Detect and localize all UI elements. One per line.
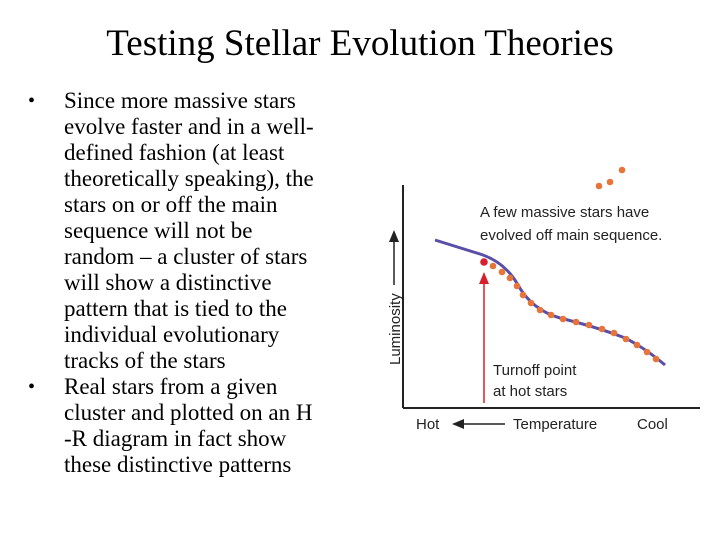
bullet-line: sequence will not be bbox=[64, 218, 253, 243]
bullet-line: pattern that is tied to the bbox=[64, 296, 287, 321]
x-label-temperature: Temperature bbox=[513, 416, 597, 433]
annotation-top-line-1: A few massive stars have bbox=[480, 204, 649, 221]
evolved-star-dot bbox=[618, 166, 626, 174]
y-axis-label: Luminosity bbox=[387, 293, 404, 365]
bullet-line: will show a distinctive bbox=[64, 270, 272, 295]
bullet-line: tracks of the stars bbox=[64, 348, 226, 373]
star-dot bbox=[643, 348, 651, 356]
annotation-top-line-2: evolved off main sequence. bbox=[480, 227, 662, 244]
annotation-turnoff-line-2: at hot stars bbox=[493, 383, 567, 400]
annotation-turnoff-line-1: Turnoff point bbox=[493, 362, 577, 379]
bullet-line: defined fashion (at least bbox=[64, 140, 285, 165]
x-label-cool: Cool bbox=[637, 416, 668, 433]
bullet-line: -R diagram in fact show bbox=[64, 426, 287, 451]
x-label-hot: Hot bbox=[416, 416, 440, 433]
star-dot bbox=[633, 341, 641, 349]
bullet-line: evolve faster and in a well- bbox=[64, 114, 314, 139]
star-dot bbox=[519, 291, 527, 299]
temperature-arrowhead-icon bbox=[452, 419, 464, 429]
star-dot bbox=[489, 262, 497, 270]
bullet-line: stars on or off the main bbox=[64, 192, 278, 217]
slide-title: Testing Stellar Evolution Theories bbox=[106, 23, 614, 64]
evolved-star-dot bbox=[595, 182, 603, 190]
bullet-line: individual evolutionary bbox=[64, 322, 280, 347]
star-dot bbox=[536, 306, 544, 314]
star-dot bbox=[652, 355, 660, 363]
bullet-item-1: • Since more massive stars evolve faster… bbox=[28, 88, 358, 374]
star-dot bbox=[498, 268, 506, 276]
star-dot bbox=[622, 335, 630, 343]
luminosity-arrowhead-icon bbox=[389, 230, 399, 242]
star-dot bbox=[527, 299, 535, 307]
star-dot bbox=[559, 315, 567, 323]
bullet-line: Since more massive stars bbox=[64, 88, 296, 113]
star-dots bbox=[489, 166, 660, 363]
star-dot bbox=[585, 321, 593, 329]
bullet-item-2: • Real stars from a given cluster and pl… bbox=[28, 374, 358, 478]
bullet-list: • Since more massive stars evolve faster… bbox=[28, 88, 358, 478]
bullet-line: these distinctive patterns bbox=[64, 452, 292, 477]
bullet-marker: • bbox=[28, 376, 36, 398]
turnoff-arrowhead-icon bbox=[479, 272, 489, 284]
bullet-line: cluster and plotted on an H bbox=[64, 400, 313, 425]
main-sequence-line bbox=[434, 238, 666, 367]
bullet-line: theoretically speaking), the bbox=[64, 166, 314, 191]
evolved-star-dot bbox=[606, 178, 614, 186]
star-dot bbox=[598, 325, 606, 333]
bullet-line: random – a cluster of stars bbox=[64, 244, 308, 269]
star-dot bbox=[506, 274, 514, 282]
star-dot bbox=[513, 282, 521, 290]
hr-diagram: Luminosity A few massive stars have evol… bbox=[387, 166, 700, 433]
star-dot bbox=[547, 311, 555, 319]
bullet-marker: • bbox=[28, 90, 36, 112]
turnoff-point bbox=[480, 258, 488, 266]
star-dot bbox=[572, 318, 580, 326]
star-dot bbox=[610, 329, 618, 337]
bullet-line: Real stars from a given bbox=[64, 374, 278, 399]
